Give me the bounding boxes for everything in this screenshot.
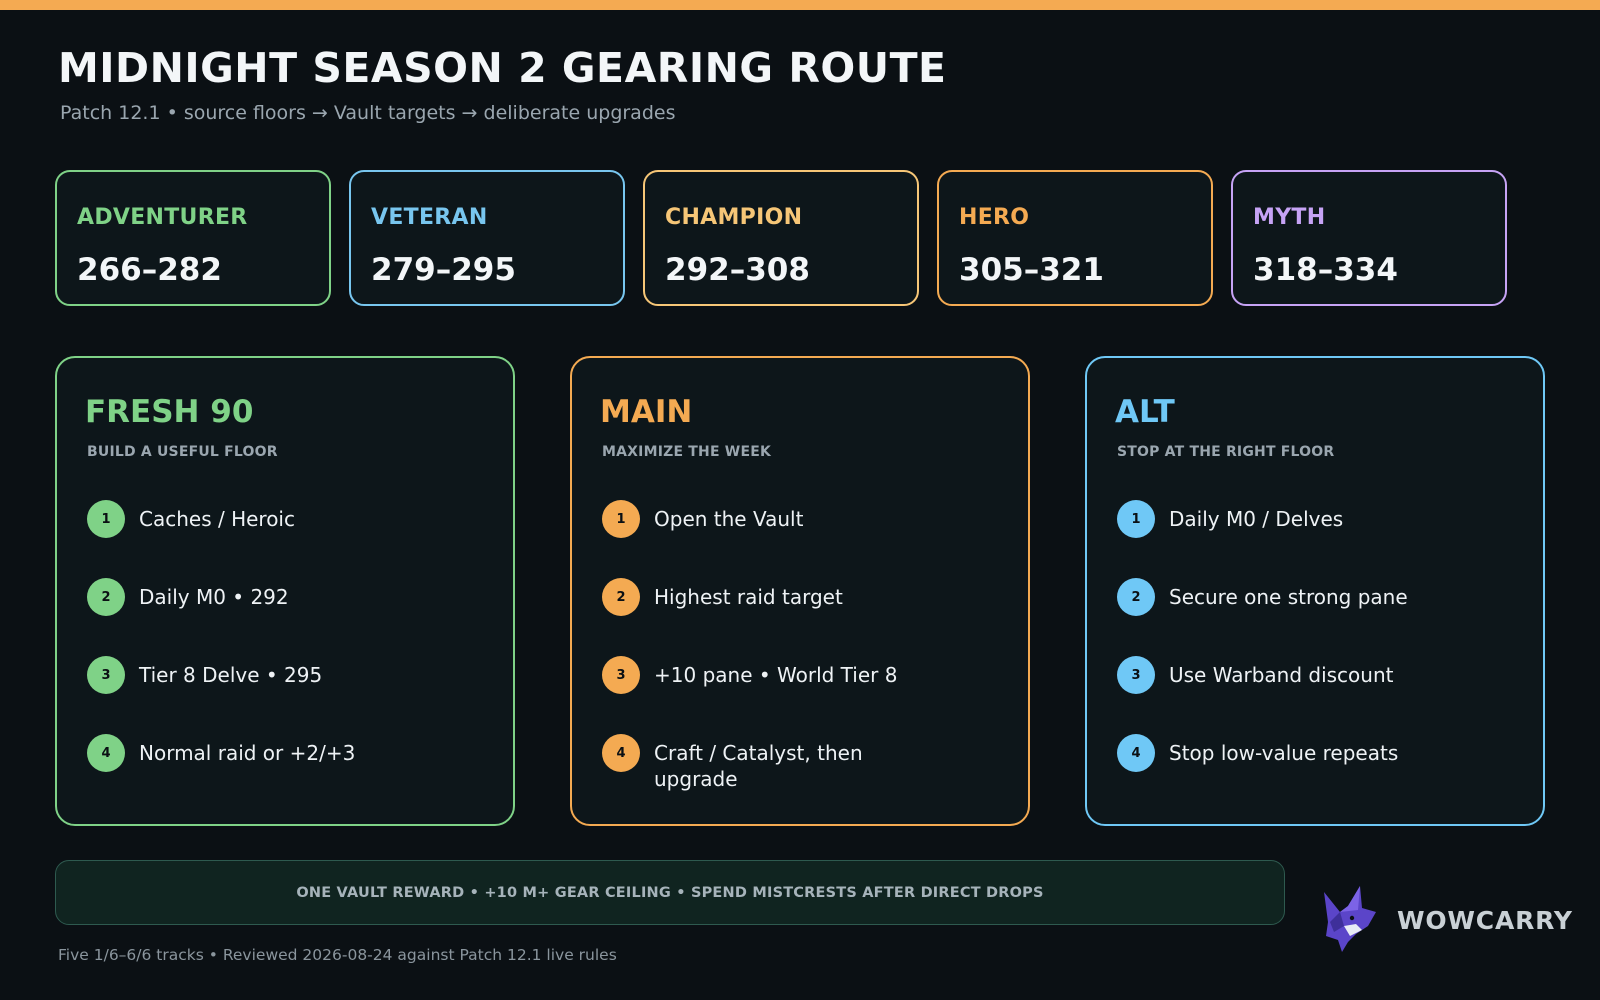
- tier-card-champion: CHAMPION 292–308: [643, 170, 919, 306]
- tier-item-level-range: 279–295: [371, 252, 516, 288]
- step-number-badge: 2: [1117, 578, 1155, 616]
- tier-name: CHAMPION: [665, 205, 803, 230]
- step-text: Secure one strong pane: [1169, 585, 1408, 609]
- tier-name: VETERAN: [371, 205, 488, 230]
- path-subtitle: MAXIMIZE THE WEEK: [602, 444, 772, 460]
- step-number-badge: 2: [87, 578, 125, 616]
- step-number-badge: 4: [87, 734, 125, 772]
- tier-item-level-range: 292–308: [665, 252, 810, 288]
- path-card-alt: ALT STOP AT THE RIGHT FLOOR 1 Daily M0 /…: [1085, 356, 1545, 826]
- path-card-main: MAIN MAXIMIZE THE WEEK 1 Open the Vault …: [570, 356, 1030, 826]
- fox-logo-icon: [1324, 886, 1376, 952]
- path-title: MAIN: [600, 394, 693, 430]
- tier-card-myth: MYTH 318–334: [1231, 170, 1507, 306]
- page-subtitle: Patch 12.1 • source floors → Vault targe…: [60, 102, 676, 124]
- tier-item-level-range: 266–282: [77, 252, 222, 288]
- step-number-badge: 2: [602, 578, 640, 616]
- footer-note: Five 1/6–6/6 tracks • Reviewed 2026-08-2…: [58, 946, 617, 964]
- tier-card-veteran: VETERAN 279–295: [349, 170, 625, 306]
- step-text: Stop low-value repeats: [1169, 741, 1399, 765]
- step-number-badge: 4: [1117, 734, 1155, 772]
- tier-card-hero: HERO 305–321: [937, 170, 1213, 306]
- step-number-badge: 3: [1117, 656, 1155, 694]
- brand-name: WOWCARRY: [1397, 906, 1573, 935]
- step-number-badge: 3: [602, 656, 640, 694]
- rules-banner-text: ONE VAULT REWARD • +10 M+ GEAR CEILING •…: [296, 884, 1044, 901]
- path-card-fresh-90: FRESH 90 BUILD A USEFUL FLOOR 1 Caches /…: [55, 356, 515, 826]
- step-number-badge: 4: [602, 734, 640, 772]
- step-number-badge: 3: [87, 656, 125, 694]
- path-title: ALT: [1115, 394, 1175, 430]
- path-subtitle: BUILD A USEFUL FLOOR: [87, 444, 278, 460]
- tier-item-level-range: 318–334: [1253, 252, 1398, 288]
- tier-name: HERO: [959, 205, 1030, 230]
- step-text: Craft / Catalyst, then upgrade: [654, 741, 863, 791]
- tier-name: MYTH: [1253, 205, 1326, 230]
- page-title: MIDNIGHT SEASON 2 GEARING ROUTE: [58, 44, 947, 92]
- step-text: +10 pane • World Tier 8: [654, 663, 898, 687]
- path-title: FRESH 90: [85, 394, 254, 430]
- step-number-badge: 1: [602, 500, 640, 538]
- gear-tracks-row: ADVENTURER 266–282 VETERAN 279–295 CHAMP…: [55, 170, 1537, 310]
- step-text: Open the Vault: [654, 507, 804, 531]
- tier-name: ADVENTURER: [77, 205, 248, 230]
- path-subtitle: STOP AT THE RIGHT FLOOR: [1117, 444, 1335, 460]
- step-text: Tier 8 Delve • 295: [139, 663, 323, 687]
- step-number-badge: 1: [87, 500, 125, 538]
- step-text: Highest raid target: [654, 585, 843, 609]
- tier-card-adventurer: ADVENTURER 266–282: [55, 170, 331, 306]
- top-accent-bar: [0, 0, 1600, 10]
- step-text: Use Warband discount: [1169, 663, 1394, 687]
- tier-item-level-range: 305–321: [959, 252, 1104, 288]
- rules-banner: ONE VAULT REWARD • +10 M+ GEAR CEILING •…: [55, 860, 1285, 925]
- step-text: Daily M0 / Delves: [1169, 507, 1344, 531]
- step-text: Normal raid or +2/+3: [139, 741, 356, 765]
- step-text: Caches / Heroic: [139, 507, 295, 531]
- step-text: Daily M0 • 292: [139, 585, 289, 609]
- step-number-badge: 1: [1117, 500, 1155, 538]
